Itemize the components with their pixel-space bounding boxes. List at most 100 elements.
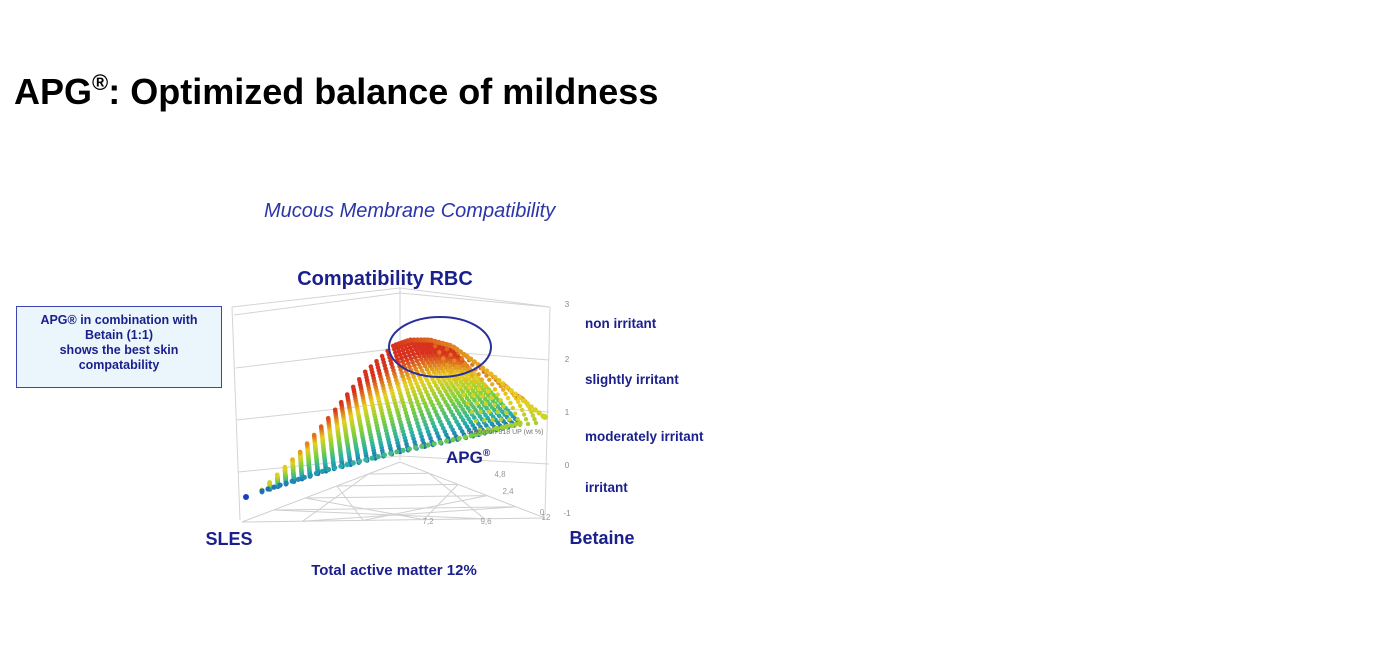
- front-edge-point: [473, 432, 479, 438]
- grid-right-edge: [544, 306, 551, 516]
- front-edge-point: [400, 447, 406, 453]
- floor-grid-line: [423, 484, 459, 520]
- front-edge-point: [490, 427, 496, 433]
- surface-point: [525, 421, 531, 427]
- surface-points: [243, 337, 548, 500]
- front-edge-point: [289, 478, 295, 484]
- surface-point: [455, 364, 461, 370]
- surface-point: [290, 457, 295, 462]
- front-edge-point: [413, 445, 419, 451]
- surface-point: [533, 420, 539, 426]
- ridge-point: [512, 391, 519, 397]
- surface-point: [318, 424, 324, 429]
- front-edge-point: [381, 452, 387, 458]
- floor-tick-label: 0: [540, 508, 545, 517]
- front-edge-point: [513, 421, 519, 427]
- surface-point: [476, 372, 481, 377]
- floor-grid-line: [336, 485, 364, 521]
- surface-point: [461, 392, 466, 398]
- front-edge-point: [369, 455, 375, 461]
- front-edge-point: [301, 474, 307, 480]
- surface-point: [459, 356, 464, 361]
- z-tick-label: 0: [565, 461, 570, 470]
- surface-point: [487, 409, 492, 414]
- front-edge-point: [419, 443, 425, 449]
- front-edge-point: [486, 428, 492, 434]
- front-edge-point: [388, 450, 394, 456]
- surface-point: [523, 417, 529, 422]
- surface-point: [441, 356, 446, 361]
- floor-grid-line: [368, 472, 430, 475]
- chart-subtitle: Mucous Membrane Compatibility: [264, 200, 556, 222]
- front-edge-point: [517, 420, 523, 426]
- surface-point: [498, 398, 503, 403]
- front-edge-point: [357, 458, 363, 464]
- surface-point: [350, 384, 356, 390]
- ridge-point: [504, 384, 510, 390]
- surface-point: [451, 401, 456, 407]
- callout-line-2: Betain (1:1): [84, 328, 154, 342]
- surface-point: [338, 399, 344, 405]
- surface-point: [504, 410, 509, 415]
- surface-point: [498, 417, 503, 422]
- front-edge-point: [332, 465, 338, 471]
- callout-box: APG® in combination with Betain (1:1) sh…: [16, 306, 222, 388]
- surface-point: [490, 417, 495, 422]
- surface-point: [311, 432, 317, 438]
- surface-point: [304, 441, 310, 446]
- grid-left-edge: [231, 306, 241, 521]
- ridge-point: [471, 359, 477, 365]
- front-edge-point: [319, 468, 325, 474]
- front-edge-point: [259, 488, 265, 494]
- front-edge-point: [338, 463, 344, 469]
- surface-point: [425, 360, 431, 365]
- callout-line-4: compatability: [78, 358, 160, 372]
- surface-point: [457, 384, 462, 389]
- z-tick-label: 3: [565, 300, 570, 309]
- front-edge-point: [394, 449, 400, 455]
- surface-point: [480, 394, 485, 399]
- front-edge-point: [444, 438, 450, 444]
- surface-point: [449, 369, 454, 375]
- floor-grid-line: [305, 495, 488, 499]
- surface-point: [379, 353, 385, 359]
- apg-label: APG®: [446, 448, 491, 467]
- surface-point: [492, 402, 497, 408]
- front-edge-point: [437, 439, 443, 445]
- front-edge-point: [265, 486, 271, 492]
- surface-point: [492, 387, 498, 392]
- ridge-point: [480, 365, 486, 371]
- corner-label-betaine: Betaine: [569, 528, 634, 548]
- front-edge-point: [508, 422, 514, 428]
- floor-grid-line: [363, 495, 488, 521]
- surface-point: [267, 480, 272, 485]
- floor-tick-label: 12: [542, 513, 551, 522]
- apg-label-reg: ®: [483, 448, 491, 459]
- surface-point: [469, 373, 475, 378]
- floor-tick-label: 4,8: [494, 470, 506, 479]
- corner-point-betaine: [542, 414, 548, 420]
- surface-point: [444, 347, 450, 352]
- surface-point: [510, 405, 515, 411]
- surface-point: [530, 413, 536, 418]
- surface-point: [495, 409, 500, 415]
- front-edge-point: [375, 454, 381, 460]
- surface-point: [508, 400, 513, 406]
- front-edge-point: [344, 462, 350, 468]
- floor-grid-line: [305, 497, 424, 521]
- category-label: slightly irritant: [585, 372, 679, 387]
- surface-point: [282, 464, 288, 470]
- front-edge-point: [450, 437, 456, 443]
- z-tick-label: 1: [565, 408, 570, 417]
- front-edge-point: [325, 466, 332, 473]
- callout-line-3: shows the best skin: [59, 343, 179, 357]
- surface-point: [474, 401, 479, 406]
- grid-level-line: [233, 292, 550, 316]
- surface-point: [490, 382, 495, 387]
- surface-point: [297, 449, 303, 455]
- surface-point: [516, 399, 521, 405]
- highlight-ellipse: [388, 316, 492, 378]
- surface-point: [517, 403, 523, 408]
- surface-point: [325, 415, 331, 421]
- ridge-point: [468, 356, 474, 362]
